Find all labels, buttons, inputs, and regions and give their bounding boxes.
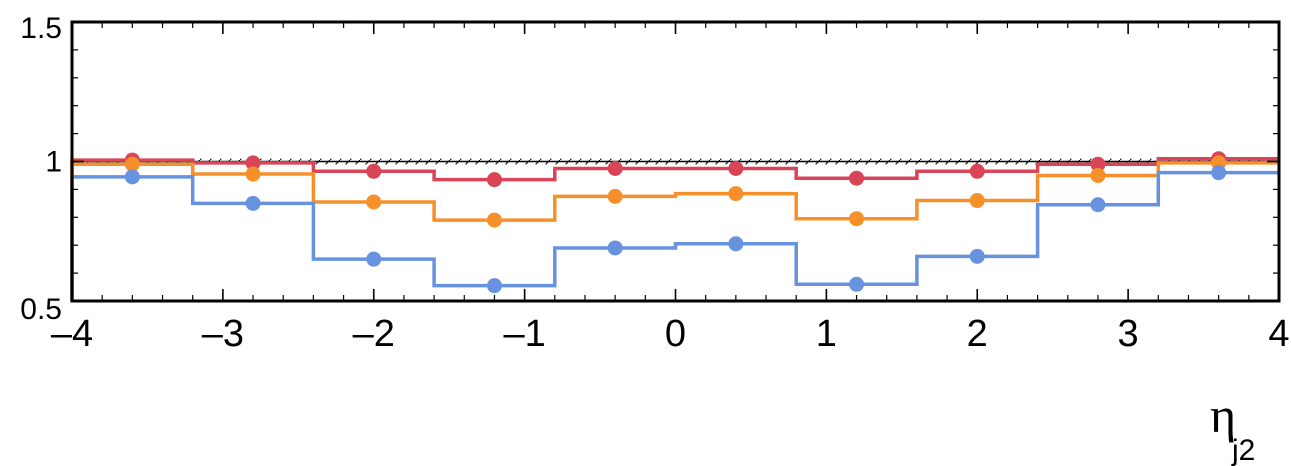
axis-ticks-layer <box>71 21 1280 302</box>
series-2-point <box>607 240 623 256</box>
x-tick-label: –4 <box>51 313 93 355</box>
x-axis-label: η j2 <box>1210 387 1255 466</box>
series-0-point <box>969 163 985 179</box>
series-2-point <box>1090 197 1106 213</box>
y-tick-label: 0.5 <box>20 293 62 326</box>
x-axis-label-symbol: η <box>1210 387 1236 443</box>
series-2-point <box>124 169 140 185</box>
y-tick-label: 1 <box>45 146 62 179</box>
x-tick-label: 0 <box>665 313 686 355</box>
series-1-point <box>849 211 865 227</box>
series-0-point <box>245 155 261 171</box>
tick-labels-layer: –4 –3 –2 –1 0 1 2 3 4 0.5 1 1.5 <box>20 12 1289 355</box>
series-2-step-line <box>70 170 1279 301</box>
series-2-point <box>486 278 502 294</box>
x-tick-label: 4 <box>1268 313 1289 355</box>
series-0-point <box>366 163 382 179</box>
series-2 <box>70 165 1279 301</box>
series-2-point <box>728 236 744 252</box>
x-tick-label: 3 <box>1118 313 1139 355</box>
series-1-point <box>969 193 985 209</box>
x-tick-label: –1 <box>503 313 545 355</box>
series-1-point <box>1090 167 1106 183</box>
x-axis-label-subscript: j2 <box>1231 434 1255 466</box>
series-0-point <box>607 160 623 176</box>
series-1-point <box>245 166 261 182</box>
series-1-point <box>124 156 140 172</box>
series-layer <box>70 151 1279 301</box>
series-1-point <box>607 188 623 204</box>
series-2-point <box>849 276 865 292</box>
x-tick-label: –2 <box>353 313 395 355</box>
series-1 <box>70 155 1279 301</box>
series-1-point <box>728 186 744 202</box>
series-1-point <box>366 194 382 210</box>
series-1-step-line <box>70 161 1279 301</box>
x-tick-label: 2 <box>967 313 988 355</box>
series-1-point <box>486 212 502 228</box>
series-2-point <box>245 195 261 211</box>
x-tick-label: –3 <box>202 313 244 355</box>
series-0-point <box>1090 156 1106 172</box>
x-tick-label: 1 <box>816 313 837 355</box>
series-2-point <box>969 248 985 264</box>
series-0-point <box>728 160 744 176</box>
series-2-point <box>366 251 382 267</box>
y-tick-label: 1.5 <box>20 12 62 45</box>
series-0-point <box>486 172 502 188</box>
series-2-point <box>1211 165 1227 181</box>
series-0-point <box>849 170 865 186</box>
